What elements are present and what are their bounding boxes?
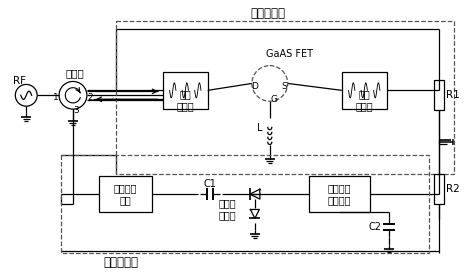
Text: 环形器: 环形器 bbox=[65, 69, 84, 79]
Text: 肖特基
二极管: 肖特基 二极管 bbox=[218, 198, 236, 220]
Text: 直流输出
滤波电路: 直流输出 滤波电路 bbox=[328, 183, 351, 205]
Bar bbox=[116, 21, 454, 174]
Text: 直流
滤波器: 直流 滤波器 bbox=[356, 89, 373, 111]
Text: 3: 3 bbox=[73, 106, 79, 115]
Text: 输入滤波
电路: 输入滤波 电路 bbox=[114, 183, 137, 205]
Text: 低功率整流: 低功率整流 bbox=[103, 256, 138, 269]
Bar bbox=[61, 154, 429, 254]
Text: R1: R1 bbox=[446, 90, 460, 100]
Text: C2: C2 bbox=[369, 222, 382, 232]
Text: C1: C1 bbox=[204, 179, 217, 189]
Text: 带通
滤波器: 带通 滤波器 bbox=[176, 89, 194, 111]
Bar bbox=[99, 176, 153, 212]
Text: RF: RF bbox=[13, 76, 27, 86]
Text: R2: R2 bbox=[446, 184, 460, 194]
Bar bbox=[342, 72, 387, 109]
Text: GaAS FET: GaAS FET bbox=[266, 49, 313, 59]
Text: S: S bbox=[282, 82, 288, 91]
Text: 1: 1 bbox=[53, 93, 59, 102]
Text: L: L bbox=[257, 123, 263, 133]
Bar bbox=[309, 176, 370, 212]
Text: D: D bbox=[252, 82, 258, 91]
Bar bbox=[434, 81, 444, 110]
Bar bbox=[434, 174, 444, 204]
Text: 2: 2 bbox=[87, 93, 93, 102]
Bar bbox=[163, 72, 208, 109]
Text: G: G bbox=[270, 95, 277, 104]
Text: 大功率整流: 大功率整流 bbox=[250, 7, 285, 20]
